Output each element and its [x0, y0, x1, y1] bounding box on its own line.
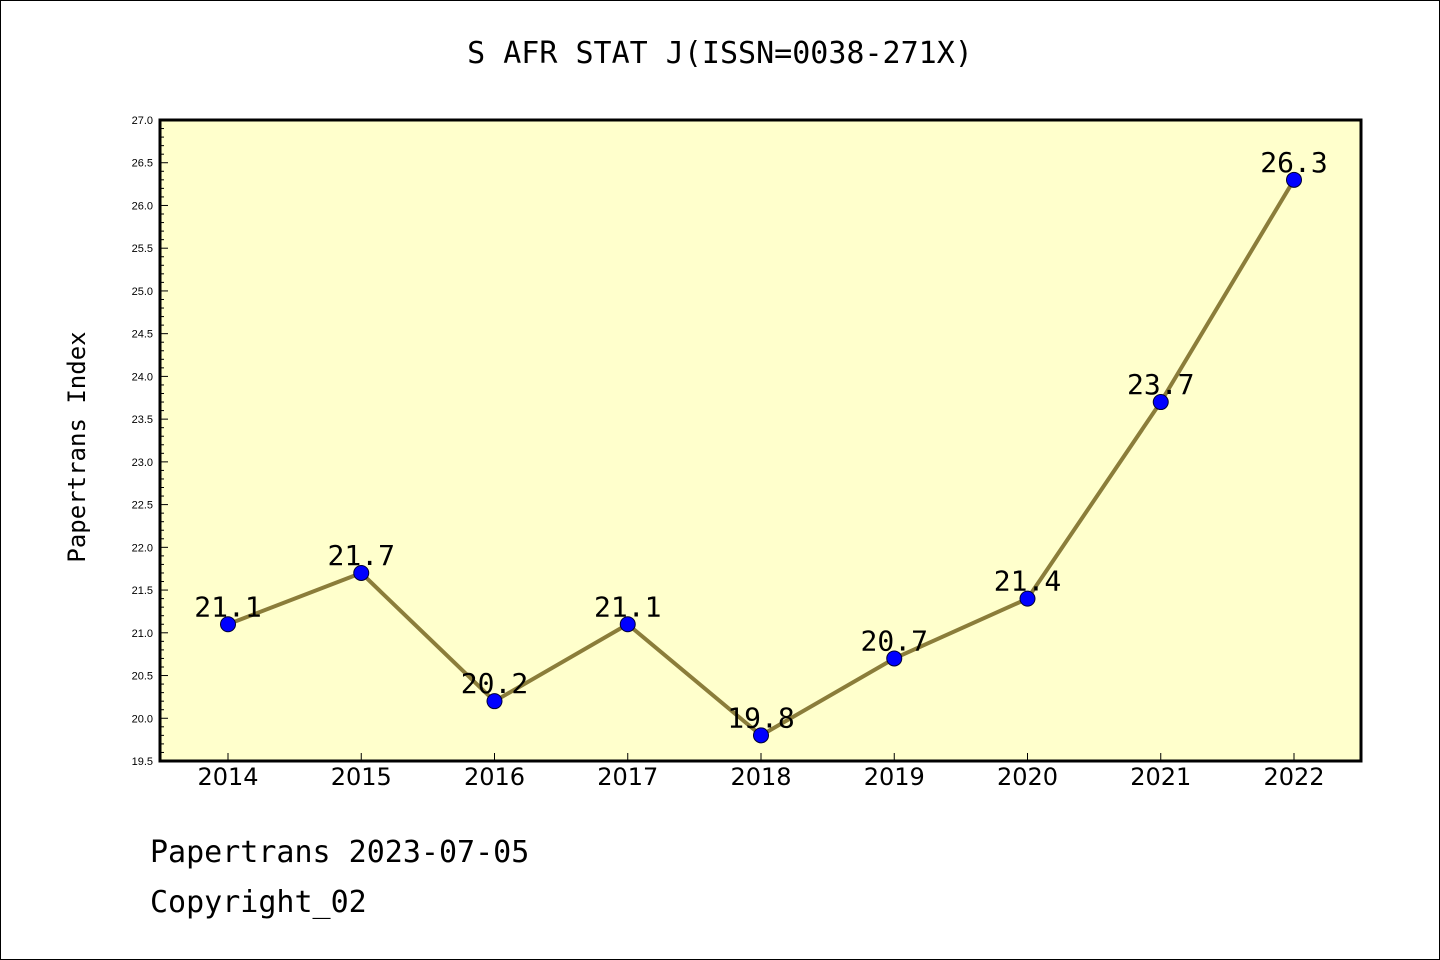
data-point: [1152, 394, 1169, 411]
y-tick-label: 22.5: [132, 500, 153, 512]
y-tick-label: 26.0: [132, 200, 153, 212]
x-tick-label: 2020: [997, 763, 1058, 791]
x-tick-label: 2021: [1130, 763, 1191, 791]
y-tick-label: 27.0: [132, 115, 153, 127]
x-tick-label: 2014: [197, 763, 258, 791]
y-tick-label: 25.5: [132, 243, 153, 255]
data-point: [486, 693, 503, 710]
data-point: [619, 616, 636, 633]
data-point: [1019, 590, 1036, 607]
plot-area: [160, 120, 1361, 761]
data-point: [753, 727, 769, 744]
footer-copyright: Copyright_02: [150, 885, 367, 920]
data-point: [353, 564, 370, 581]
y-tick-label: 24.5: [132, 329, 153, 341]
y-tick-label: 26.5: [132, 158, 153, 170]
y-tick-label: 20.5: [132, 671, 153, 683]
y-tick-label: 23.0: [132, 457, 153, 469]
x-tick-label: 2018: [730, 763, 791, 791]
footer-date: Papertrans 2023-07-05: [150, 835, 530, 870]
y-tick-label: 23.5: [132, 414, 153, 426]
plot-border: [158, 118, 1363, 763]
y-tick-label: 21.0: [132, 628, 153, 640]
y-tick-label: 25.0: [132, 286, 153, 298]
x-tick-label: 2016: [464, 763, 525, 791]
data-point: [220, 616, 236, 633]
data-point: [886, 650, 903, 667]
y-tick-label: 19.5: [132, 756, 153, 768]
chart-title: S AFR STAT J(ISSN=0038-271X): [467, 36, 973, 71]
x-tick-label: 2022: [1263, 763, 1324, 791]
data-point: [1286, 171, 1302, 188]
x-tick-label: 2017: [597, 763, 658, 791]
x-tick-label: 2015: [331, 763, 392, 791]
y-tick-label: 20.0: [132, 713, 153, 725]
y-tick-label: 22.0: [132, 542, 153, 554]
y-tick-label: 21.5: [132, 585, 153, 597]
x-tick-label: 2019: [864, 763, 925, 791]
y-tick-label: 24.0: [132, 371, 153, 383]
